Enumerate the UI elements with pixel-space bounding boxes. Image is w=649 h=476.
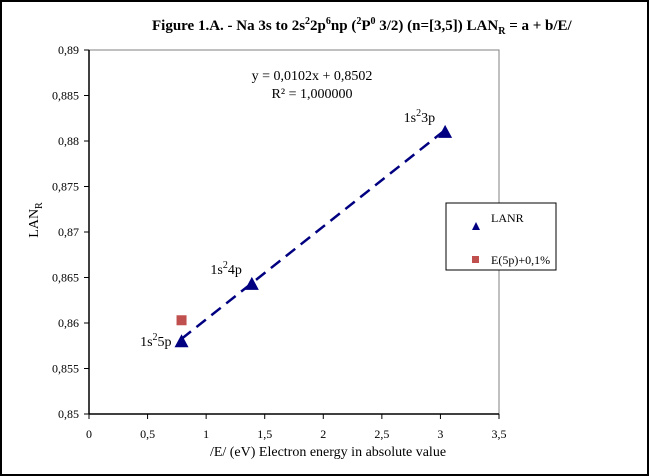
triangle-marker: [438, 124, 453, 138]
y-tick-label: 0,89: [58, 43, 79, 57]
point-label: 1s23p: [404, 108, 435, 126]
legend-entry-e5p: E(5p)+0,1%: [491, 253, 550, 267]
point-label: 1s25p: [140, 332, 171, 350]
y-tick-label: 0,865: [52, 271, 79, 285]
x-tick-label: 2,5: [374, 427, 389, 441]
square-marker: [176, 315, 187, 326]
y-axis-label: LANR: [27, 202, 45, 238]
legend: LANR E(5p)+0,1%: [445, 202, 557, 271]
y-tick-label: 0,85: [58, 407, 79, 421]
chart-title: Figure 1.A. - Na 3s to 2s22p6np (2P0 3/2…: [152, 16, 573, 37]
y-tick-label: 0,88: [58, 134, 79, 148]
data-points: [174, 124, 453, 348]
trendline: [180, 129, 446, 340]
y-tick-label: 0,86: [58, 316, 79, 330]
legend-triangle-icon: [472, 222, 480, 230]
x-tick-label: 1,5: [257, 427, 272, 441]
y-tick-label: 0,855: [52, 362, 79, 376]
point-labels: 1s25p 1s24p 1s23p: [140, 108, 435, 350]
triangle-marker: [174, 334, 189, 348]
plot-area: [88, 49, 500, 415]
y-tick-label: 0,875: [52, 180, 79, 194]
y-tick-label: 0,87: [58, 225, 79, 239]
point-label: 1s24p: [210, 260, 241, 278]
y-tick-label: 0,885: [52, 89, 79, 103]
legend-entry-lanr: LANR: [491, 211, 524, 225]
x-ticks: 0 0,5 1 1,5 2 2,5 3 3,5: [86, 414, 507, 441]
x-axis-label: /E/ (eV) Electron energy in absolute val…: [210, 445, 446, 460]
trendline-equation: y = 0,0102x + 0,8502: [252, 69, 373, 84]
x-tick-label: 1: [203, 427, 209, 441]
x-tick-label: 3,5: [492, 427, 507, 441]
x-tick-label: 3: [437, 427, 443, 441]
x-tick-label: 0,5: [140, 427, 155, 441]
x-tick-label: 2: [320, 427, 326, 441]
x-tick-label: 0: [86, 427, 92, 441]
y-ticks: 0,85 0,855 0,86 0,865 0,87 0,875 0,88 0,885 0,89: [52, 43, 89, 421]
trendline-r2: R² = 1,000000: [272, 87, 353, 102]
legend-square-icon: [472, 256, 479, 263]
legend-box: [445, 202, 557, 271]
triangle-marker: [244, 276, 259, 290]
